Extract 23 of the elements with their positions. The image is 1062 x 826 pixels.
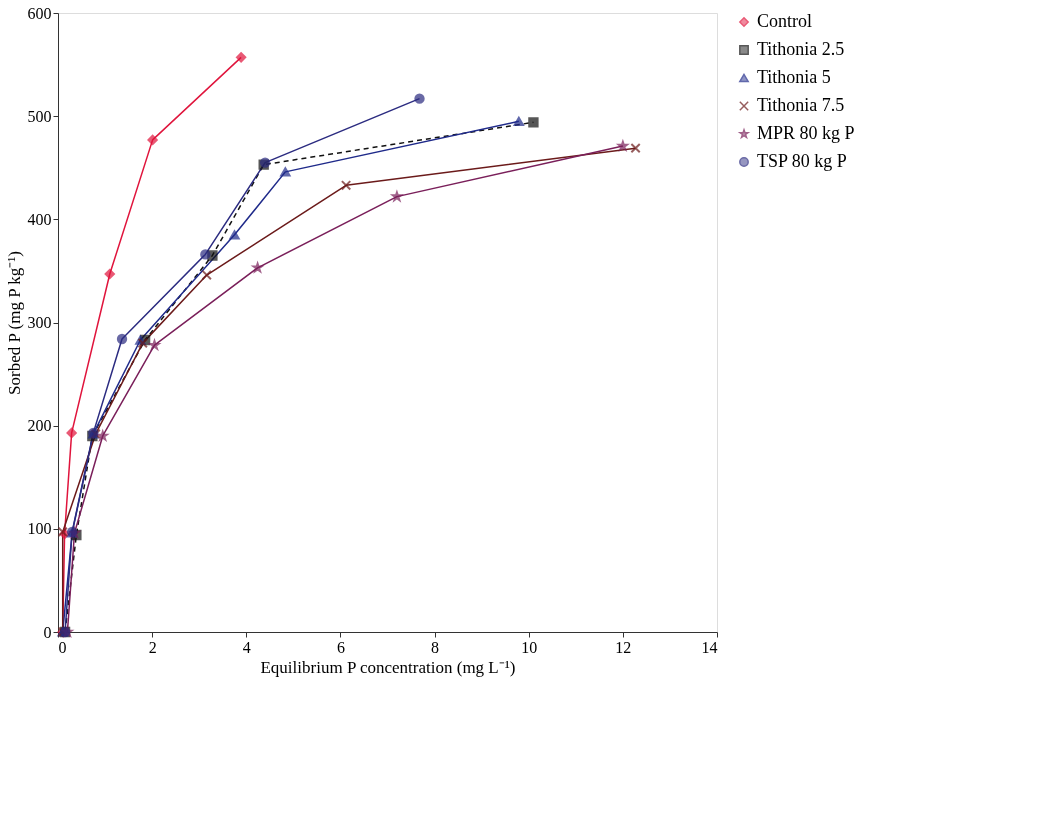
y-tick-label: 200	[27, 417, 52, 435]
y-tick-label: 0	[43, 623, 52, 641]
x-tick-label: 0	[58, 638, 67, 656]
legend-label: MPR 80 kg P	[757, 123, 855, 143]
x-tick-label: 6	[336, 638, 345, 656]
legend-label: Tithonia 5	[757, 67, 831, 87]
y-axis-title: Sorbed P (mg P kg⁻¹)	[4, 251, 24, 395]
x-tick-label: 8	[431, 638, 440, 656]
x-tick-label: 14	[701, 638, 718, 656]
x-tick-label: 2	[148, 638, 157, 656]
legend-label: Control	[757, 11, 813, 31]
x-tick-label: 12	[615, 638, 632, 656]
x-tick-label: 4	[242, 638, 251, 656]
y-tick-label: 500	[27, 107, 52, 125]
y-tick-label: 400	[27, 210, 52, 228]
legend-label: Tithonia 7.5	[757, 95, 845, 115]
y-tick-label: 300	[27, 314, 52, 331]
legend-label: TSP 80 kg P	[757, 151, 847, 171]
x-tick-label: 10	[521, 638, 538, 656]
y-tick-label: 600	[27, 4, 52, 22]
legend-label: Tithonia 2.5	[757, 39, 845, 59]
y-tick-label: 100	[27, 520, 52, 538]
x-axis-title: Equilibrium P concentration (mg L⁻¹)	[260, 657, 516, 677]
